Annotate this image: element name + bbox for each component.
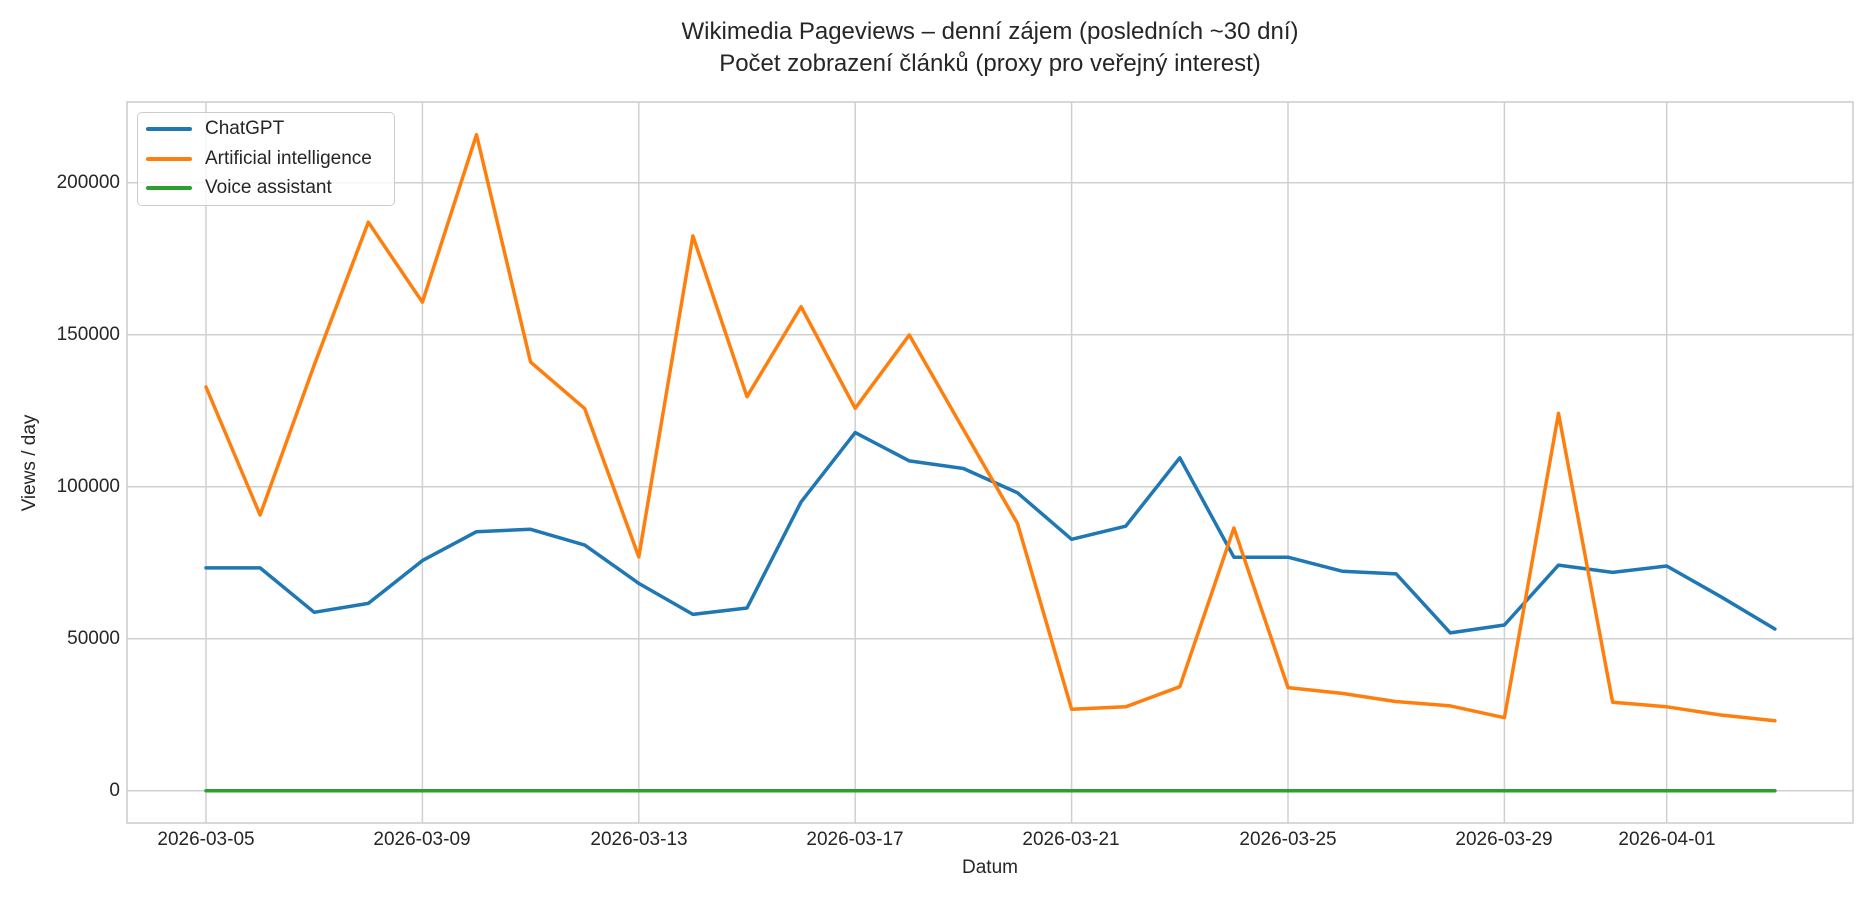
x-tick-label: 2026-03-09	[373, 829, 471, 850]
series-line-artificial-intelligence	[204, 132, 1777, 723]
x-tick-label: 2026-03-29	[1455, 829, 1553, 850]
plot-frame	[126, 101, 1854, 824]
x-axis-label: Datum	[962, 857, 1018, 878]
x-tick-label: 2026-04-01	[1618, 829, 1716, 850]
legend-label: ChatGPT	[205, 118, 285, 139]
gridlines	[127, 102, 1853, 823]
legend-label: Artificial intelligence	[205, 148, 372, 169]
legend-label: Voice assistant	[205, 177, 332, 198]
x-tick-label: 2026-03-05	[157, 829, 255, 850]
legend-swatch-voice-assistant	[146, 186, 192, 190]
series-line-chatgpt	[204, 430, 1777, 635]
x-tick-label: 2026-03-17	[806, 829, 904, 850]
legend: ChatGPT Artificial intelligence Voice as…	[137, 112, 395, 206]
x-tick-label: 2026-03-13	[590, 829, 688, 850]
series-lines	[204, 132, 1777, 793]
y-tick-label: 0	[109, 780, 120, 801]
x-tick-label: 2026-03-21	[1022, 829, 1120, 850]
y-tick-label: 50000	[67, 628, 120, 649]
y-tick-label: 150000	[56, 324, 120, 345]
y-axis-label: Views / day	[19, 414, 40, 512]
x-tick-label: 2026-03-25	[1239, 829, 1337, 850]
chart-title: Wikimedia Pageviews – denní zájem (posle…	[681, 18, 1299, 45]
y-tick-label: 100000	[56, 476, 120, 497]
legend-swatch-chatgpt	[146, 127, 192, 131]
y-tick-label: 200000	[56, 172, 120, 193]
chart-subtitle: Počet zobrazení článků (proxy pro veřejn…	[719, 50, 1261, 77]
legend-swatch-artificial-intelligence	[146, 157, 192, 161]
